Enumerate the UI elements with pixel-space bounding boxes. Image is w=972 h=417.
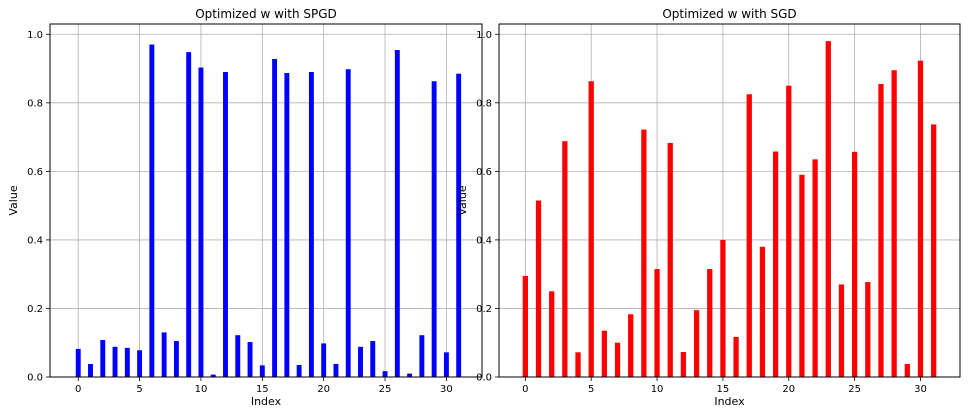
- bar: [419, 335, 425, 377]
- x-tick-label: 0: [75, 384, 81, 395]
- y-tick-label: 0.2: [476, 304, 492, 315]
- bar: [321, 343, 327, 377]
- x-tick-label: 30: [914, 384, 927, 395]
- x-tick-label: 30: [440, 384, 453, 395]
- bar: [124, 347, 130, 377]
- x-axis-label: Index: [251, 395, 282, 408]
- y-tick-label: 0.6: [27, 167, 43, 178]
- bar: [394, 50, 400, 377]
- chart-spgd: 0 5 10 15 20 25 30 0.0 0.2 0.4 0.6 0.8 1.0 Optimize…: [7, 7, 483, 408]
- y-tick-label: 0.8: [476, 98, 492, 109]
- bar: [296, 365, 302, 377]
- bar: [235, 335, 241, 377]
- y-axis-label: Value: [456, 185, 469, 215]
- bar: [173, 341, 179, 377]
- bar: [786, 85, 792, 377]
- bar: [149, 44, 155, 377]
- bar: [210, 374, 216, 377]
- bar: [628, 314, 634, 377]
- x-tick-label: 10: [195, 384, 208, 395]
- y-tick-label: 0.0: [476, 373, 492, 384]
- bar: [588, 81, 594, 377]
- bar: [812, 159, 818, 377]
- bar: [112, 346, 118, 377]
- y-axis-label: Value: [7, 185, 20, 215]
- bar: [333, 363, 339, 377]
- bar: [601, 330, 608, 377]
- bar: [772, 151, 779, 377]
- bar: [891, 70, 897, 377]
- bar: [707, 269, 713, 377]
- bar: [382, 371, 388, 377]
- bar: [259, 365, 265, 377]
- bar: [931, 124, 937, 377]
- x-axis-label: Index: [714, 395, 745, 408]
- bar: [522, 275, 528, 377]
- bar: [161, 332, 167, 377]
- bar: [720, 239, 726, 377]
- x-tick-label: 15: [717, 384, 730, 395]
- y-tick-label: 0.4: [27, 235, 43, 246]
- bar: [370, 341, 376, 377]
- bar: [575, 352, 581, 377]
- y-tick-label: 1.0: [476, 30, 492, 41]
- y-tick-label: 0.4: [476, 235, 492, 246]
- bar: [562, 141, 568, 377]
- x-tick-label: 10: [651, 384, 664, 395]
- y-tick-label: 0.8: [27, 98, 43, 109]
- bar: [641, 129, 647, 377]
- bar: [746, 94, 752, 378]
- bar: [407, 373, 413, 377]
- y-tick-label: 0.0: [27, 373, 43, 384]
- bar: [865, 282, 871, 377]
- bar: [759, 246, 766, 377]
- bar: [549, 291, 555, 377]
- x-tick-label: 15: [256, 384, 269, 395]
- bar: [917, 60, 924, 378]
- bar: [431, 81, 437, 377]
- bar: [284, 73, 290, 378]
- bar: [851, 151, 858, 377]
- bar: [667, 142, 673, 377]
- x-tick-label: 20: [317, 384, 330, 395]
- x-tick-label: 0: [522, 384, 528, 395]
- bar: [247, 342, 253, 377]
- chart-title: Optimized w with SGD: [662, 7, 796, 21]
- bar: [693, 310, 700, 377]
- bar: [272, 58, 278, 378]
- bar: [223, 71, 228, 377]
- bar: [198, 67, 204, 378]
- x-tick-label: 25: [848, 384, 861, 395]
- x-tick-label: 25: [379, 384, 392, 395]
- bar: [654, 269, 660, 377]
- bar: [137, 350, 143, 377]
- bar: [456, 73, 462, 377]
- y-tick-label: 0.6: [476, 167, 492, 178]
- bar: [799, 174, 805, 377]
- bar: [535, 200, 542, 377]
- y-tick-label: 0.2: [27, 304, 43, 315]
- bar: [680, 351, 687, 377]
- bar: [88, 363, 93, 377]
- bar: [904, 363, 910, 377]
- bar: [345, 69, 351, 378]
- bar: [614, 342, 621, 377]
- bar: [878, 83, 884, 377]
- bar: [825, 41, 831, 377]
- bar: [358, 346, 363, 377]
- y-tick-label: 1.0: [27, 30, 43, 41]
- bar: [186, 52, 192, 378]
- bar: [733, 336, 739, 377]
- bar: [308, 71, 314, 377]
- x-tick-label: 5: [588, 384, 594, 395]
- bar: [838, 284, 845, 377]
- chart-title: Optimized w with SPGD: [195, 7, 337, 21]
- bar: [443, 352, 449, 377]
- x-tick-label: 5: [136, 384, 142, 395]
- bar: [75, 348, 81, 377]
- chart-sgd: 0 5 10 15 20 25 30 0.0 0.2 0.4 0.6 0.8 1.0 Optimize…: [456, 7, 961, 408]
- bar: [100, 339, 106, 377]
- x-tick-label: 20: [782, 384, 795, 395]
